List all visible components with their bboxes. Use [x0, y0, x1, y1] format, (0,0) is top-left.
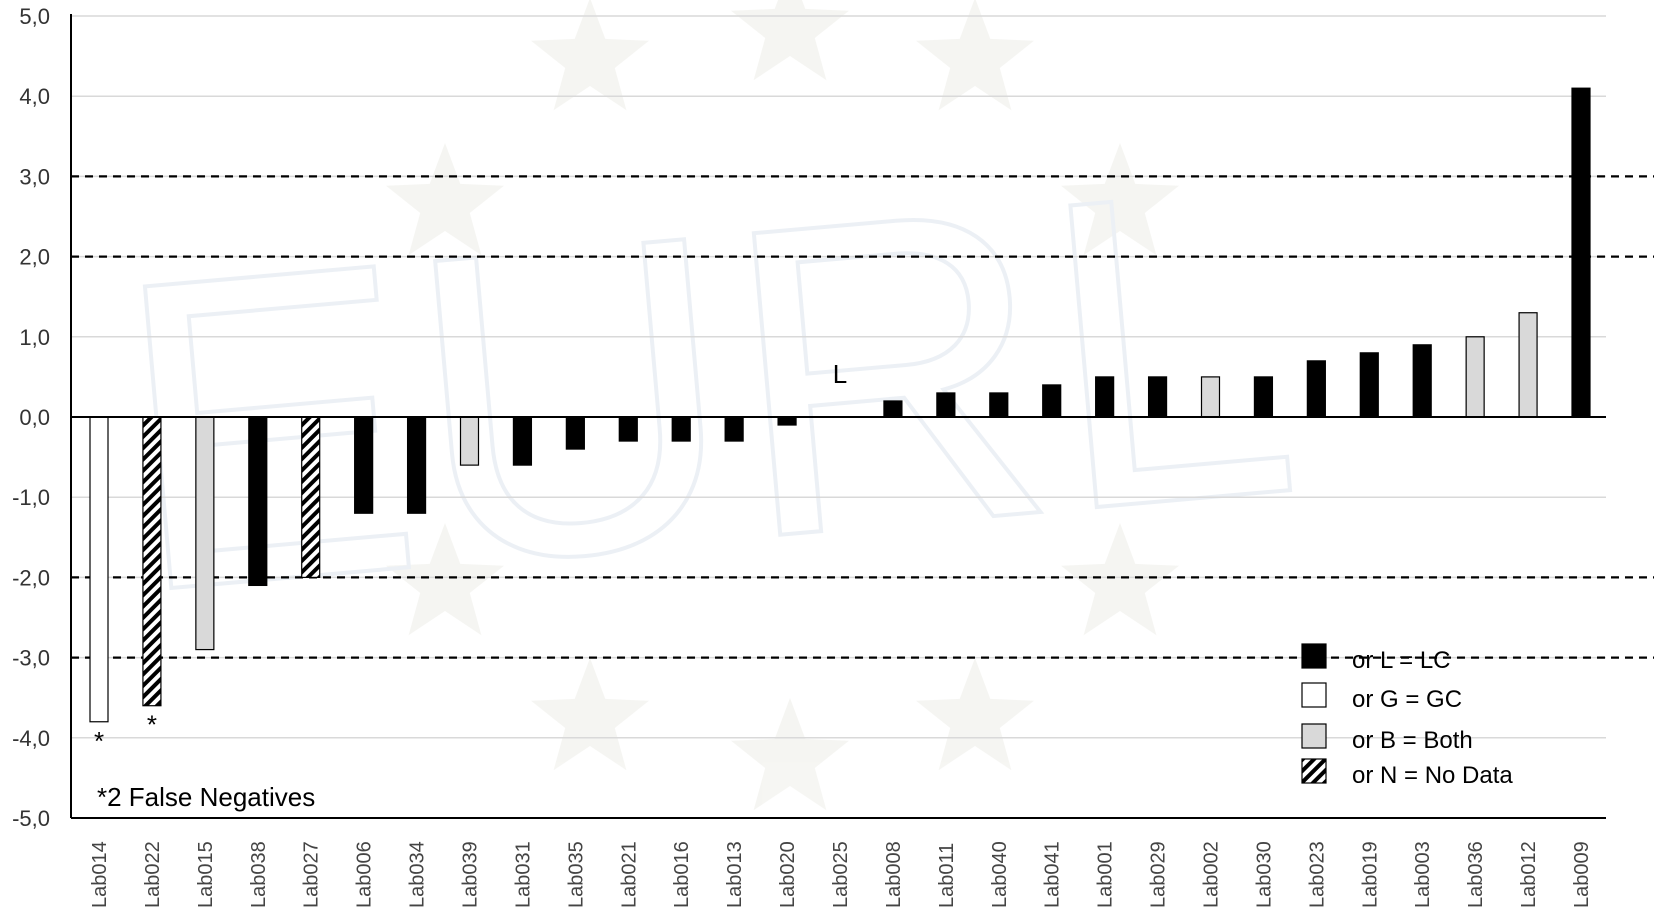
bar-lab035 — [565, 416, 585, 450]
x-tick-label-lab034: Lab034 — [407, 841, 429, 908]
marker-lab022: * — [147, 710, 157, 740]
x-tick-label-lab012: Lab012 — [1518, 841, 1540, 908]
bar-lab019 — [1359, 352, 1379, 418]
x-tick-label-lab011: Lab011 — [936, 843, 958, 908]
legend-label-n: or N = No Data — [1352, 762, 1513, 789]
x-tick-label-lab038: Lab038 — [248, 841, 270, 908]
bar-lab041 — [1042, 384, 1062, 418]
x-tick-label-lab040: Lab040 — [989, 841, 1011, 908]
y-tick-label: -1,0 — [12, 485, 50, 510]
marker-lab014: * — [94, 726, 104, 756]
x-tick-label-lab013: Lab013 — [724, 841, 746, 908]
y-tick-label: 1,0 — [19, 325, 50, 350]
y-tick-label: 4,0 — [19, 84, 50, 109]
y-tick-label: 0,0 — [19, 405, 50, 430]
bar-lab013 — [724, 416, 744, 442]
bar-lab014 — [89, 416, 109, 723]
watermark-star-2 — [916, 0, 1034, 111]
bar-lab002 — [1200, 376, 1221, 418]
watermark-star-1 — [731, 0, 849, 81]
x-tick-label-lab003: Lab003 — [1412, 841, 1434, 908]
x-tick-label-lab031: Lab031 — [512, 841, 534, 908]
y-tick-label: -2,0 — [12, 565, 50, 590]
x-tick-label-lab039: Lab039 — [460, 841, 482, 908]
watermark-star-4 — [1061, 143, 1179, 256]
x-tick-label-lab025: Lab025 — [830, 841, 852, 908]
bar-lab038 — [248, 416, 268, 587]
watermark-star-7 — [531, 658, 649, 771]
y-axis-ticks: 5,0 4,0 3,0 2,0 1,0 0,0 -1,0 -2,0 -3,0 -4,0 -5,0 — [12, 4, 50, 831]
bar-lab039 — [459, 416, 480, 466]
x-tick-label-lab041: Lab041 — [1042, 841, 1064, 908]
bar-lab023 — [1306, 360, 1326, 418]
y-tick-label: -4,0 — [12, 726, 50, 751]
y-tick-label: -3,0 — [12, 646, 50, 671]
x-tick-label-lab029: Lab029 — [1148, 841, 1170, 908]
legend-swatch-g — [1301, 682, 1327, 708]
legend-swatch-n — [1301, 758, 1327, 784]
legend-swatch-b — [1301, 723, 1327, 749]
watermark-star-0 — [531, 0, 649, 111]
x-tick-label-lab014: Lab014 — [89, 841, 111, 908]
legend-swatch-l — [1301, 643, 1327, 669]
x-tick-label-lab035: Lab035 — [565, 841, 587, 908]
legend: or L = LC or G = GC or B = Both or N = No D… — [1301, 643, 1513, 789]
reference-lines — [71, 175, 1654, 659]
bar-lab027 — [301, 416, 321, 578]
eurl-watermark: EURL — [99, 0, 1315, 811]
x-tick-label-lab022: Lab022 — [142, 841, 164, 908]
watermark-star-9 — [916, 658, 1034, 771]
bar-lab029 — [1147, 376, 1168, 418]
bar-lab016 — [671, 416, 691, 442]
x-tick-label-lab015: Lab015 — [195, 841, 217, 908]
watermark-star-3 — [386, 143, 504, 256]
marker-lab025: L — [833, 359, 847, 389]
bar-lab020 — [777, 416, 797, 426]
bar-lab001 — [1095, 376, 1115, 418]
watermark-star-8 — [731, 698, 849, 811]
bar-lab008 — [883, 400, 903, 418]
legend-label-l: or L = LC — [1352, 647, 1451, 674]
x-tick-label-lab021: Lab021 — [618, 841, 640, 908]
bar-lab034 — [406, 416, 427, 514]
x-tick-label-lab016: Lab016 — [671, 841, 693, 908]
eurl-watermark-text: EURL — [101, 93, 1313, 684]
y-tick-label: 5,0 — [19, 4, 50, 29]
x-tick-label-lab020: Lab020 — [777, 841, 799, 908]
bar-lab040 — [989, 392, 1009, 418]
legend-label-g: or G = GC — [1352, 686, 1462, 713]
y-tick-label: 3,0 — [19, 164, 50, 189]
x-tick-label-lab036: Lab036 — [1465, 841, 1487, 908]
x-tick-label-lab030: Lab030 — [1253, 841, 1275, 908]
x-tick-label-lab027: Lab027 — [301, 841, 323, 908]
bar-lab015 — [195, 416, 215, 651]
x-tick-label-lab006: Lab006 — [354, 841, 376, 908]
bar-lab011 — [936, 392, 956, 418]
bar-lab009 — [1571, 87, 1591, 418]
x-tick-label-lab019: Lab019 — [1359, 841, 1381, 908]
watermark-star-5 — [386, 523, 504, 636]
false-negatives-note: *2 False Negatives — [97, 782, 315, 812]
x-tick-label-lab002: Lab002 — [1201, 841, 1223, 908]
legend-label-b: or B = Both — [1352, 727, 1473, 754]
x-tick-label-lab001: Lab001 — [1095, 841, 1117, 908]
bar-lab036 — [1465, 336, 1485, 418]
bar-lab022 — [142, 416, 162, 707]
x-tick-label-lab023: Lab023 — [1306, 841, 1328, 908]
watermark-star-6 — [1061, 523, 1179, 636]
bar-lab006 — [354, 416, 374, 514]
bar-lab021 — [618, 416, 638, 442]
bar-lab031 — [512, 416, 533, 466]
bar-lab030 — [1253, 376, 1274, 418]
x-tick-label-lab009: Lab009 — [1571, 841, 1593, 908]
y-tick-label: 2,0 — [19, 245, 50, 270]
x-axis-labels: Lab014 Lab022 Lab015 Lab038 Lab027 Lab006 Lab0… — [89, 841, 1593, 908]
x-tick-label-lab008: Lab008 — [883, 841, 905, 908]
bar-lab003 — [1412, 344, 1432, 418]
bars — [89, 87, 1591, 723]
bar-lab012 — [1518, 312, 1538, 418]
bar-markers: * * L — [94, 359, 847, 756]
y-tick-label: -5,0 — [12, 806, 50, 831]
